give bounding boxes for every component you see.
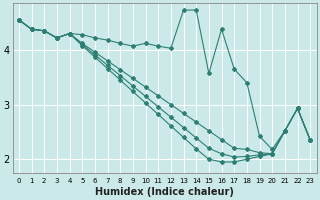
X-axis label: Humidex (Indice chaleur): Humidex (Indice chaleur) [95, 187, 234, 197]
